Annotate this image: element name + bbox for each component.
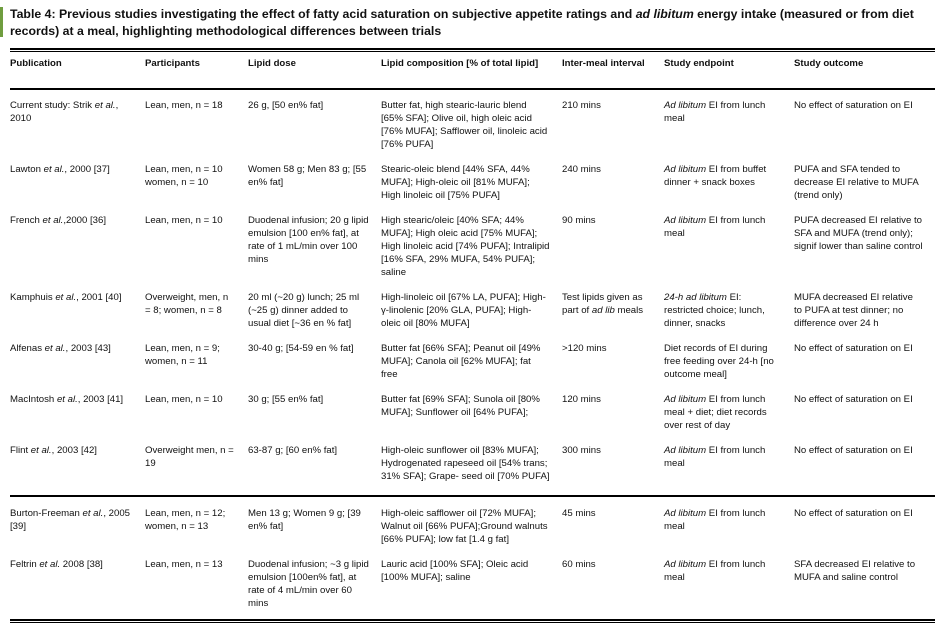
cell-interval: 60 mins: [562, 558, 596, 570]
cell-publication: Flint et al., 2003 [42]: [10, 444, 97, 456]
column-header-outcome: Study outcome: [794, 52, 935, 90]
cell-interval: 240 mins: [562, 163, 601, 175]
table-row: Feltrin et al. 2008 [38] Lean, men, n = 1…: [10, 558, 935, 619]
cell-endpoint: Ad libitum EI from buffet dinner + snack…: [664, 163, 767, 188]
cell-dose: 26 g, [50 en% fat]: [248, 99, 324, 111]
studies-table: Publication Participants Lipid dose Lipid c…: [10, 52, 935, 619]
cell-endpoint: Ad libitum EI from lunch meal: [664, 99, 766, 124]
cell-endpoint: 24-h ad libitum EI: restricted choice; l…: [664, 291, 765, 329]
cell-dose: 30-40 g; [54-59 en % fat]: [248, 342, 354, 354]
column-header-publication: Publication: [10, 52, 145, 90]
table-top-rule: [10, 48, 935, 52]
table-header: Publication Participants Lipid dose Lipid c…: [10, 52, 935, 90]
table-caption: Table 4: Previous studies investigating …: [0, 6, 934, 39]
cell-participants: Lean, men, n = 13: [145, 558, 223, 570]
cell-outcome: No effect of saturation on EI: [794, 99, 913, 111]
cell-composition: Stearic-oleic blend [44% SFA, 44% MUFA];…: [381, 163, 530, 201]
cell-composition: High stearic/oleic [40% SFA; 44% MUFA]; …: [381, 214, 550, 278]
table-row: MacIntosh et al., 2003 [41] Lean, men, n …: [10, 393, 935, 444]
cell-outcome: SFA decreased EI relative to MUFA and sa…: [794, 558, 916, 583]
cell-interval: 210 mins: [562, 99, 601, 111]
cell-interval: 300 mins: [562, 444, 601, 456]
cell-publication: Current study: Strik et al., 2010: [10, 99, 119, 124]
cell-endpoint: Ad libitum EI from lunch meal: [664, 214, 766, 239]
column-header-participants: Participants: [145, 52, 248, 90]
cell-composition: Butter fat [66% SFA]; Peanut oil [49% MU…: [381, 342, 541, 380]
column-header-dose: Lipid dose: [248, 52, 381, 90]
table-row: Kamphuis et al., 2001 [40] Overweight, me…: [10, 291, 935, 342]
table-row: Flint et al., 2003 [42] Overweight men, n…: [10, 444, 935, 496]
cell-publication: Feltrin et al. 2008 [38]: [10, 558, 103, 570]
caption-accent-bar: [0, 7, 3, 37]
cell-dose: Duodenal infusion; ~3 g lipid emulsion […: [248, 558, 369, 609]
cell-dose: Duodenal infusion; 20 g lipid emulsion […: [248, 214, 369, 265]
cell-dose: Women 58 g; Men 83 g; [55 en% fat]: [248, 163, 367, 188]
cell-dose: 63-87 g; [60 en% fat]: [248, 444, 338, 456]
cell-publication: French et al.,2000 [36]: [10, 214, 107, 226]
cell-participants: Lean, men, n = 9; women, n = 11: [145, 342, 220, 367]
cell-outcome: No effect of saturation on EI: [794, 342, 913, 354]
table-row: French et al.,2000 [36] Lean, men, n = 10…: [10, 214, 935, 291]
cell-interval: >120 mins: [562, 342, 607, 354]
cell-participants: Lean, men, n = 12; women, n = 13: [145, 494, 248, 558]
cell-dose: Men 13 g; Women 9 g; [39 en% fat]: [248, 494, 381, 558]
cell-participants: Lean, men, n = 10: [145, 393, 223, 405]
cell-outcome: No effect of saturation on EI: [794, 494, 935, 558]
cell-outcome: No effect of saturation on EI: [794, 393, 913, 405]
cell-interval: Test lipids given as part of ad lib meal…: [562, 291, 644, 316]
cell-dose: 20 ml (~20 g) lunch; 25 ml (~25 g) dinne…: [248, 291, 360, 329]
cell-composition: High-oleic sunflower oil [83% MUFA]; Hyd…: [381, 444, 550, 482]
table-row: Burton-Freeman et al., 2005 [39] Lean, me…: [10, 494, 935, 558]
cell-outcome: MUFA decreased EI relative to PUFA at te…: [794, 291, 913, 329]
column-header-interval: Inter-meal interval: [562, 52, 664, 90]
cell-publication: Burton-Freeman et al., 2005 [39]: [10, 494, 145, 558]
cell-composition: Lauric acid [100% SFA]; Oleic acid [100%…: [381, 558, 529, 583]
cell-dose: 30 g; [55 en% fat]: [248, 393, 324, 405]
cell-endpoint: Diet records of EI during free feeding o…: [664, 342, 774, 380]
cell-publication: Alfenas et al., 2003 [43]: [10, 342, 111, 354]
cell-composition: High-oleic safflower oil [72% MUFA]; Wal…: [381, 494, 562, 558]
cell-participants: Overweight, men, n = 8; women, n = 8: [145, 291, 229, 316]
table-bottom-rule: [10, 618, 935, 623]
cell-composition: Butter fat [69% SFA]; Sunola oil [80% MU…: [381, 393, 540, 418]
cell-publication: MacIntosh et al., 2003 [41]: [10, 393, 124, 405]
cell-endpoint: Ad libitum EI from lunch meal: [664, 494, 794, 558]
table-row: Lawton et al., 2000 [37] Lean, men, n = 1…: [10, 163, 935, 214]
table-title: Table 4: Previous studies investigating …: [10, 7, 914, 38]
cell-participants: Overweight men, n = 19: [145, 444, 234, 469]
cell-participants: Lean, men, n = 10 women, n = 10: [145, 163, 223, 188]
cell-outcome: PUFA and SFA tended to decrease EI relat…: [794, 163, 919, 201]
cell-interval: 90 mins: [562, 214, 596, 226]
cell-outcome: No effect of saturation on EI: [794, 444, 913, 456]
column-header-composition: Lipid composition [% of total lipid]: [381, 52, 562, 90]
cell-interval: 120 mins: [562, 393, 601, 405]
cell-endpoint: Ad libitum EI from lunch meal: [664, 444, 766, 469]
cell-outcome: PUFA decreased EI relative to SFA and MU…: [794, 214, 923, 252]
table-row: Current study: Strik et al., 2010 Lean, m…: [10, 89, 935, 163]
table-body: Current study: Strik et al., 2010 Lean, m…: [10, 89, 935, 619]
cell-composition: High-linoleic oil [67% LA, PUFA]; High-γ…: [381, 291, 546, 329]
column-header-endpoint: Study endpoint: [664, 52, 794, 90]
cell-interval: 45 mins: [562, 494, 664, 558]
cell-composition: Butter fat, high stearic-lauric blend [6…: [381, 99, 548, 150]
cell-publication: Lawton et al., 2000 [37]: [10, 163, 110, 175]
cell-participants: Lean, men, n = 10: [145, 214, 223, 226]
cell-publication: Kamphuis et al., 2001 [40]: [10, 291, 122, 303]
table-header-row: Publication Participants Lipid dose Lipid c…: [10, 52, 935, 90]
cell-endpoint: Ad libitum EI from lunch meal: [664, 558, 766, 583]
cell-endpoint: Ad libitum EI from lunch meal + diet; di…: [664, 393, 767, 431]
cell-participants: Lean, men, n = 18: [145, 99, 223, 111]
table-row: Alfenas et al., 2003 [43] Lean, men, n = …: [10, 342, 935, 393]
